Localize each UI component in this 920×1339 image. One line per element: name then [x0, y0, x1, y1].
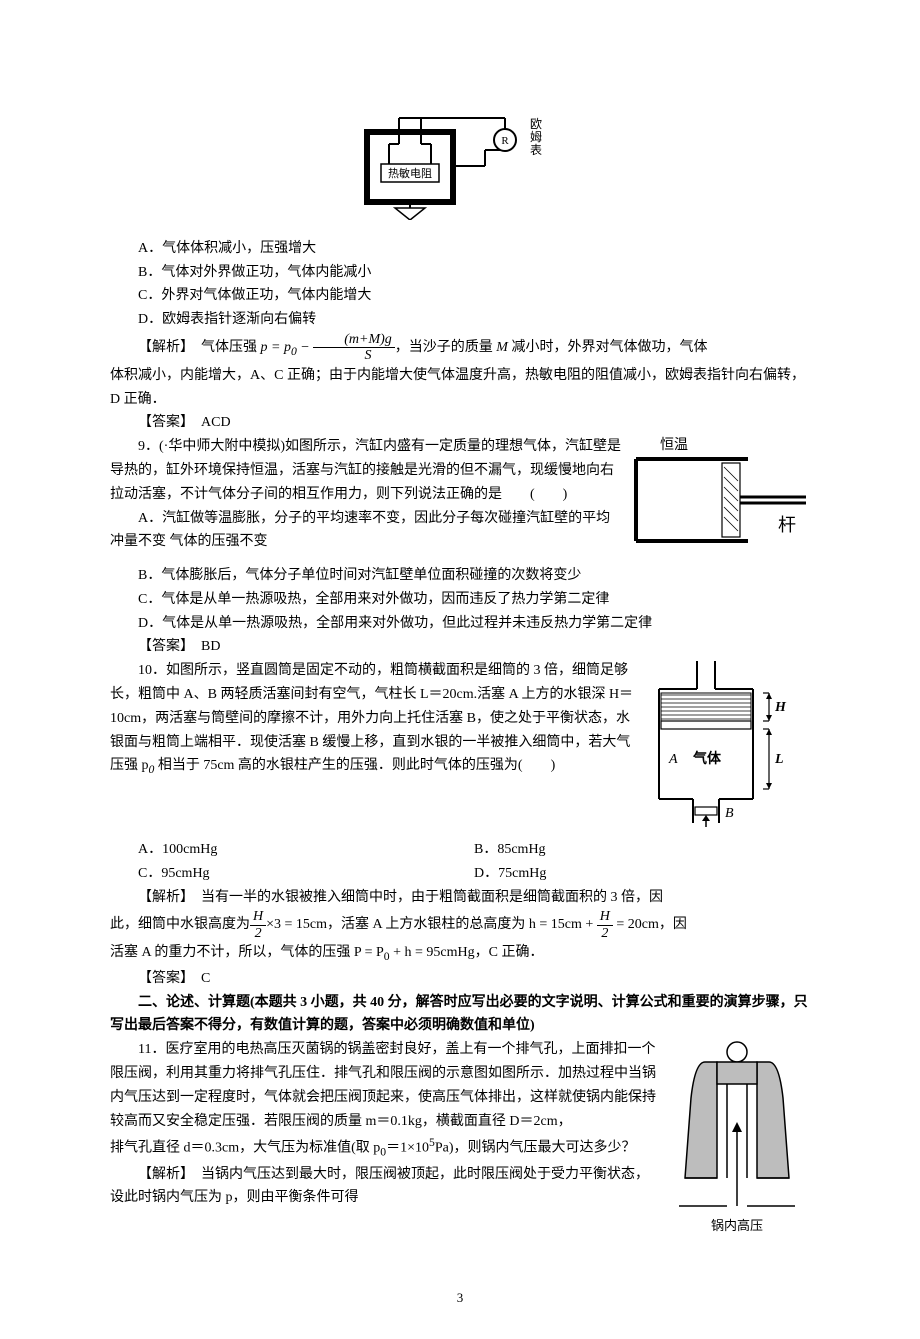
q9-answer: 【答案】 BD	[110, 635, 810, 659]
section2-title: 二、论述、计算题(本题共 3 小题，共 40 分，解答时应写出必要的文字说明、计…	[110, 991, 810, 1039]
q10-analysis-p2: 此，细筒中水银高度为H2×3 = 15cm，活塞 A 上方水银柱的总高度为 h …	[110, 909, 810, 941]
q9-option-d: D．气体是从单一热源吸热，全部用来对外做功，但此过程并未违反热力学第二定律	[110, 612, 810, 636]
q8-option-b: B．气体对外界做正功，气体内能减小	[110, 261, 810, 285]
q10-option-d: D．75cmHg	[474, 862, 810, 886]
q10-analysis-p1: 【解析】 当有一半的水银被推入细筒中时，由于粗筒截面积是细筒截面积的 3 倍，因	[110, 886, 810, 910]
q8-analysis: 【解析】 气体压强 p = p0 − (m+M)gS，当沙子的质量 M 减小时，…	[110, 332, 810, 364]
q11-fig-label: 锅内高压	[711, 1218, 763, 1233]
q8-option-d: D．欧姆表指针逐渐向右偏转	[110, 308, 810, 332]
q9-fig-top-label: 恒温	[660, 437, 688, 453]
q10-fig-H: H	[774, 700, 787, 715]
q10-fig-B: B	[725, 806, 734, 821]
q9-option-b: B．气体膨胀后，气体分子单位时间对汽缸壁单位面积碰撞的次数将变少	[110, 564, 810, 588]
analysis-label: 【解析】	[138, 340, 187, 355]
q8-option-a: A．气体体积减小，压强增大	[110, 237, 810, 261]
q8-option-c: C．外界对气体做正功，气体内能增大	[110, 284, 810, 308]
q10-option-c: C．95cmHg	[138, 862, 474, 886]
q10-option-b: B．85cmHg	[474, 838, 810, 862]
q8-figure: 热敏电阻 R 欧 姆 表	[110, 110, 810, 229]
q8-analysis-line2: 体积减小，内能增大，A、C 正确；由于内能增大使气体温度升高，热敏电阻的阻值减小…	[110, 364, 810, 412]
meter-label: R	[501, 135, 509, 147]
q8-answer: 【答案】 ACD	[110, 411, 810, 435]
thermistor-label: 热敏电阻	[388, 166, 432, 180]
q9-option-c: C．气体是从单一热源吸热，全部用来对外做功，因而违反了热力学第二定律	[110, 588, 810, 612]
q10-option-a: A．100cmHg	[138, 838, 474, 862]
q10-fig-L: L	[774, 752, 784, 767]
q10-options-row2: C．95cmHg D．75cmHg	[138, 862, 810, 886]
q10-options-row1: A．100cmHg B．85cmHg	[138, 838, 810, 862]
q11-figure: 锅内高压	[665, 1038, 810, 1247]
q10-answer: 【答案】 C	[110, 967, 810, 991]
q10-analysis-p3: 活塞 A 的重力不计，所以，气体的压强 P = P0 + h = 95cmHg，…	[110, 941, 810, 967]
q10-fig-A: A	[668, 752, 678, 767]
q10-figure: A 气体 B H L	[645, 659, 810, 838]
page-number: 3	[110, 1287, 810, 1309]
ohm-label: 欧 姆 表	[530, 117, 545, 157]
q9-figure: 恒温 杆	[630, 435, 810, 564]
q10-fig-gas: 气体	[692, 750, 722, 767]
q9-fig-rod-label: 杆	[778, 515, 796, 535]
